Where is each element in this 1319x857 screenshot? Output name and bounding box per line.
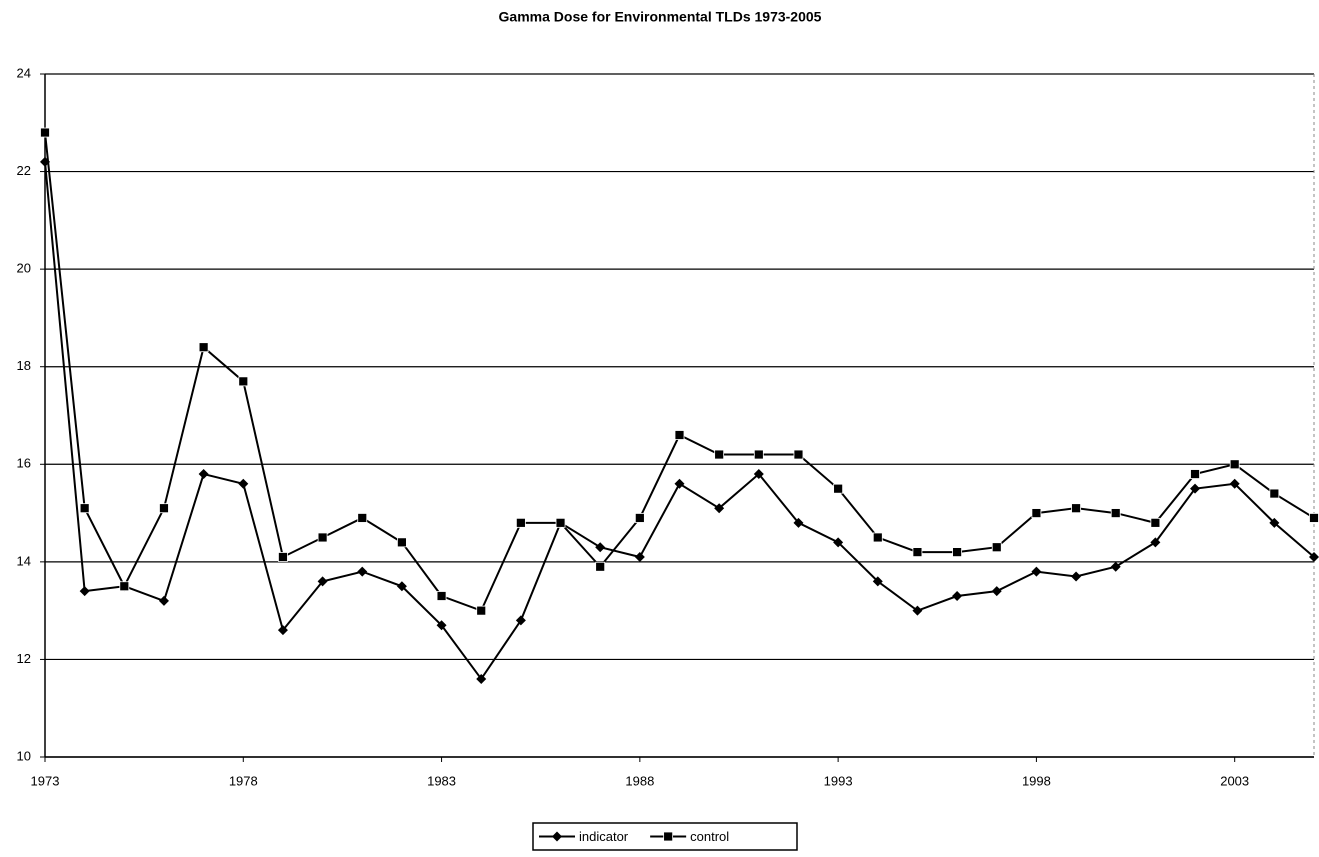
marker (952, 591, 963, 602)
marker (357, 566, 368, 577)
marker (1071, 571, 1082, 582)
x-tick-label: 1983 (427, 773, 456, 788)
marker (714, 503, 725, 514)
legend-label: indicator (579, 829, 629, 844)
x-tick-label: 1993 (824, 773, 853, 788)
marker (79, 586, 90, 597)
x-tick-label: 1978 (229, 773, 258, 788)
marker (991, 586, 1002, 597)
marker (238, 376, 249, 387)
marker (476, 605, 487, 616)
marker (1110, 561, 1121, 572)
chart-title: Gamma Dose for Environmental TLDs 1973-2… (499, 9, 822, 25)
legend: indicator control (532, 822, 798, 851)
marker (753, 449, 764, 460)
marker (159, 503, 169, 514)
marker (912, 547, 923, 557)
marker (79, 503, 90, 514)
marker (1150, 517, 1161, 528)
marker (833, 483, 844, 494)
marker (357, 513, 368, 523)
marker (1269, 488, 1280, 499)
y-tick-label: 10 (17, 748, 31, 763)
marker (663, 831, 674, 842)
marker (1229, 459, 1240, 470)
y-tick-label: 18 (17, 358, 31, 373)
marker (714, 449, 725, 460)
series-line (44, 161, 1315, 681)
marker (119, 581, 130, 592)
marker (1309, 551, 1319, 562)
marker (555, 517, 566, 528)
marker (1190, 469, 1200, 479)
marker (396, 581, 407, 592)
y-tick-label: 20 (17, 261, 31, 276)
x-tick-label: 1988 (625, 773, 654, 788)
marker (595, 561, 606, 572)
x-tick-label: 1973 (31, 773, 60, 788)
series-line (44, 132, 1315, 612)
x-tick-label: 2003 (1220, 773, 1249, 788)
marker (515, 517, 526, 528)
marker (595, 542, 606, 553)
y-tick-label: 12 (17, 651, 31, 666)
marker (436, 620, 447, 631)
marker (238, 478, 249, 489)
marker (1309, 513, 1319, 523)
marker (436, 591, 447, 601)
marker (476, 673, 487, 684)
marker (198, 342, 209, 353)
marker (515, 615, 526, 626)
marker (1190, 483, 1201, 494)
marker (1269, 517, 1280, 528)
marker (552, 831, 562, 842)
marker (952, 547, 962, 557)
marker (1229, 478, 1240, 489)
marker (991, 542, 1002, 553)
marker (872, 532, 883, 543)
marker (833, 537, 844, 548)
marker (1031, 508, 1042, 518)
y-tick-label: 24 (17, 65, 31, 80)
y-tick-label: 14 (17, 553, 31, 568)
marker (872, 576, 883, 587)
marker (317, 576, 328, 587)
marker (753, 469, 764, 480)
marker (198, 469, 209, 480)
marker (277, 625, 288, 636)
marker (634, 551, 645, 562)
marker (1071, 503, 1081, 514)
marker (1110, 508, 1121, 518)
marker (674, 478, 685, 489)
marker (317, 532, 328, 543)
marker (397, 537, 407, 548)
marker (40, 127, 50, 138)
marker (793, 517, 804, 528)
y-tick-label: 22 (17, 163, 31, 178)
marker (912, 605, 923, 616)
marker (278, 552, 288, 562)
marker (158, 595, 169, 606)
marker (1031, 566, 1042, 577)
marker (793, 449, 804, 460)
marker (674, 430, 685, 440)
legend-label: control (690, 829, 729, 844)
y-tick-label: 16 (17, 456, 31, 471)
marker (1150, 537, 1161, 548)
x-tick-label: 1998 (1022, 773, 1051, 788)
marker (634, 513, 645, 523)
